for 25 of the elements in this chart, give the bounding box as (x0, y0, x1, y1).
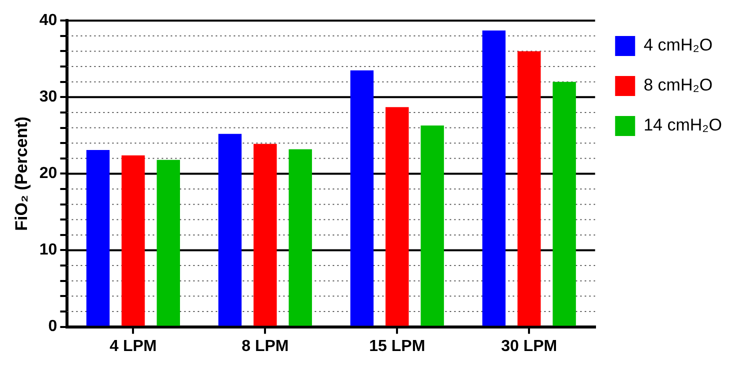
legend-label: 14 cmH₂O (644, 116, 722, 135)
bar (218, 134, 242, 326)
bar (350, 70, 374, 326)
bar (122, 155, 145, 326)
y-tick-label: 40 (39, 12, 58, 30)
legend-label: 8 cmH₂O (644, 76, 713, 95)
bar (552, 82, 576, 326)
x-tick-label: 15 LPM (369, 338, 426, 355)
bar (386, 107, 409, 326)
bar (86, 150, 110, 326)
y-axis-title: FiO₂ (Percent) (12, 116, 31, 231)
y-tick-label: 0 (48, 318, 58, 336)
x-tick-label: 30 LPM (501, 338, 558, 355)
x-tick-label: 8 LPM (242, 338, 289, 355)
bar (518, 51, 541, 326)
x-tick-label: 4 LPM (110, 338, 157, 355)
bar (156, 160, 180, 326)
bar (482, 30, 506, 326)
bar (420, 125, 444, 326)
legend-label: 4 cmH₂O (644, 36, 713, 55)
y-tick-label: 10 (39, 242, 58, 259)
bar (288, 149, 312, 326)
bar (254, 144, 277, 326)
y-tick-label: 20 (39, 165, 58, 182)
y-tick-label: 30 (39, 88, 58, 106)
